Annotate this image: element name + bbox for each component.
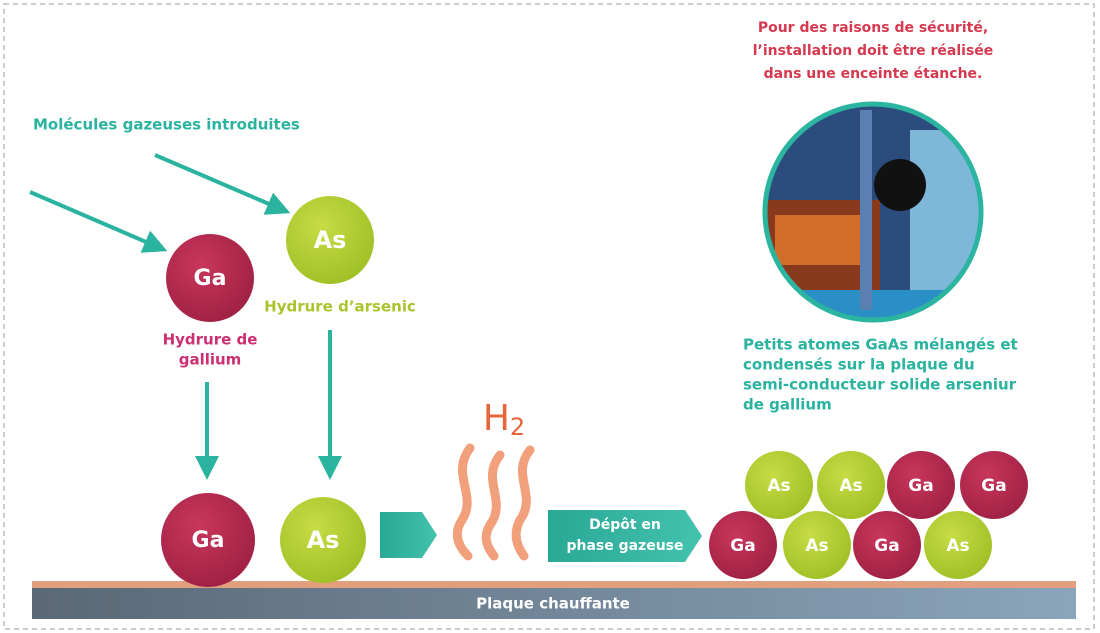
molecule-label: gallium <box>179 351 242 369</box>
result-note: de gallium <box>743 396 832 414</box>
diagram: Plaque chauffante Molécules gazeuses int… <box>0 0 1100 633</box>
atom-symbol: As <box>767 476 790 496</box>
flames <box>457 448 530 556</box>
molecule-label: Hydrure d’arsenic <box>264 298 416 316</box>
atom-symbol: As <box>946 536 969 556</box>
intro-label: Molécules gazeuses introduites <box>33 116 300 134</box>
result-note: condensés sur la plaque du <box>743 356 975 374</box>
atom-symbol: Ga <box>908 476 933 496</box>
atom-symbol: As <box>839 476 862 496</box>
safety-note: dans une enceinte étanche. <box>764 66 983 82</box>
h2-symbol: H2 <box>483 398 525 441</box>
result-note: Petits atomes GaAs mélangés et <box>743 336 1018 354</box>
safety-note: Pour des raisons de sécurité, <box>758 20 988 36</box>
plate-label: Plaque chauffante <box>476 595 630 613</box>
atom-symbol: Ga <box>192 528 225 553</box>
result-note: semi-conducteur solide arseniur <box>743 376 1017 394</box>
process-arrow <box>380 512 437 558</box>
safety-note: l’installation doit être réalisée <box>753 43 994 59</box>
deposit-label: Dépôt en <box>589 517 661 533</box>
molecule-label: Hydrure de <box>163 331 258 349</box>
deposit-label: phase gazeuse <box>566 538 683 554</box>
atom-symbol: Ga <box>194 266 227 291</box>
atom-symbol: Ga <box>874 536 899 556</box>
atom-symbol: Ga <box>981 476 1006 496</box>
atom-symbol: As <box>314 226 347 254</box>
atom-symbol: As <box>307 526 340 554</box>
atom-symbol: Ga <box>730 536 755 556</box>
atom-symbol: As <box>805 536 828 556</box>
